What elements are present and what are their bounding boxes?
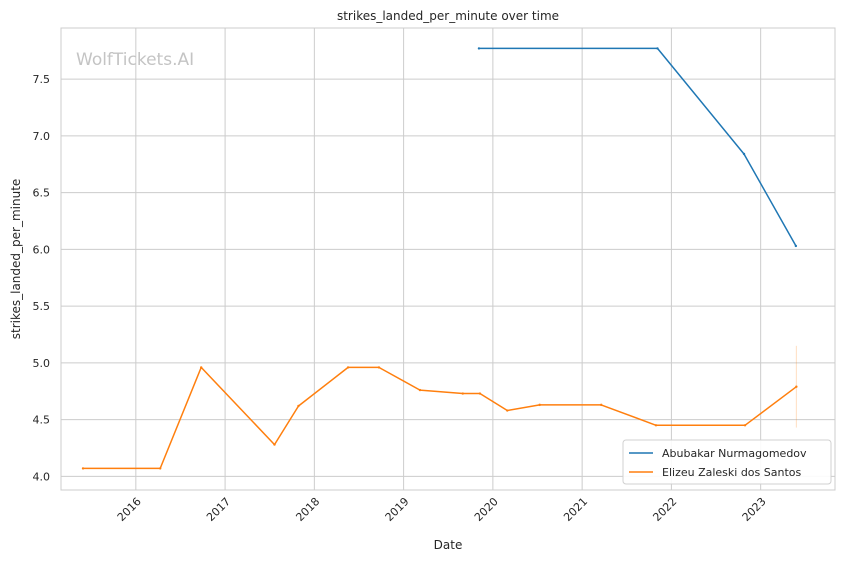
data-point — [506, 409, 509, 412]
data-point — [795, 385, 798, 388]
y-tick-label: 7.5 — [33, 73, 51, 86]
y-tick-label: 6.5 — [33, 187, 51, 200]
data-point — [461, 392, 464, 395]
legend-label: Elizeu Zaleski dos Santos — [662, 466, 802, 479]
grid-lines — [61, 28, 835, 490]
y-axis-label: strikes_landed_per_minute — [9, 179, 23, 340]
data-point — [743, 424, 747, 427]
data-point — [159, 467, 162, 470]
data-point — [273, 443, 276, 446]
y-tick-label: 6.0 — [33, 243, 51, 256]
x-axis-label: Date — [434, 538, 463, 552]
data-point — [81, 467, 85, 470]
data-point — [199, 366, 203, 369]
data-point — [538, 403, 541, 407]
legend-label: Abubakar Nurmagomedov — [662, 447, 807, 460]
chart-title: strikes_landed_per_minute over time — [337, 9, 559, 23]
data-point — [794, 244, 798, 248]
y-tick-label: 4.0 — [33, 470, 51, 483]
data-point — [656, 47, 659, 50]
data-point — [297, 404, 300, 408]
legend-box — [622, 439, 832, 485]
y-tick-label: 7.0 — [33, 130, 51, 143]
y-tick-label: 5.0 — [33, 357, 51, 370]
data-point — [377, 366, 381, 369]
series-layer — [81, 47, 798, 470]
data-point — [742, 152, 746, 156]
watermark: WolfTickets.AI — [76, 50, 194, 70]
data-point — [346, 366, 350, 369]
y-tick-label: 4.5 — [33, 414, 51, 427]
series-line-1 — [478, 47, 797, 247]
legend: Abubakar Nurmagomedov Elizeu Zaleski dos … — [622, 439, 832, 485]
plot-frame — [60, 27, 836, 491]
data-point — [478, 392, 482, 395]
data-point — [654, 424, 658, 427]
data-point — [600, 403, 603, 407]
y-tick-label: 5.5 — [33, 300, 51, 313]
data-point — [418, 388, 422, 392]
data-point — [477, 47, 481, 50]
series-line-2 — [83, 366, 797, 470]
